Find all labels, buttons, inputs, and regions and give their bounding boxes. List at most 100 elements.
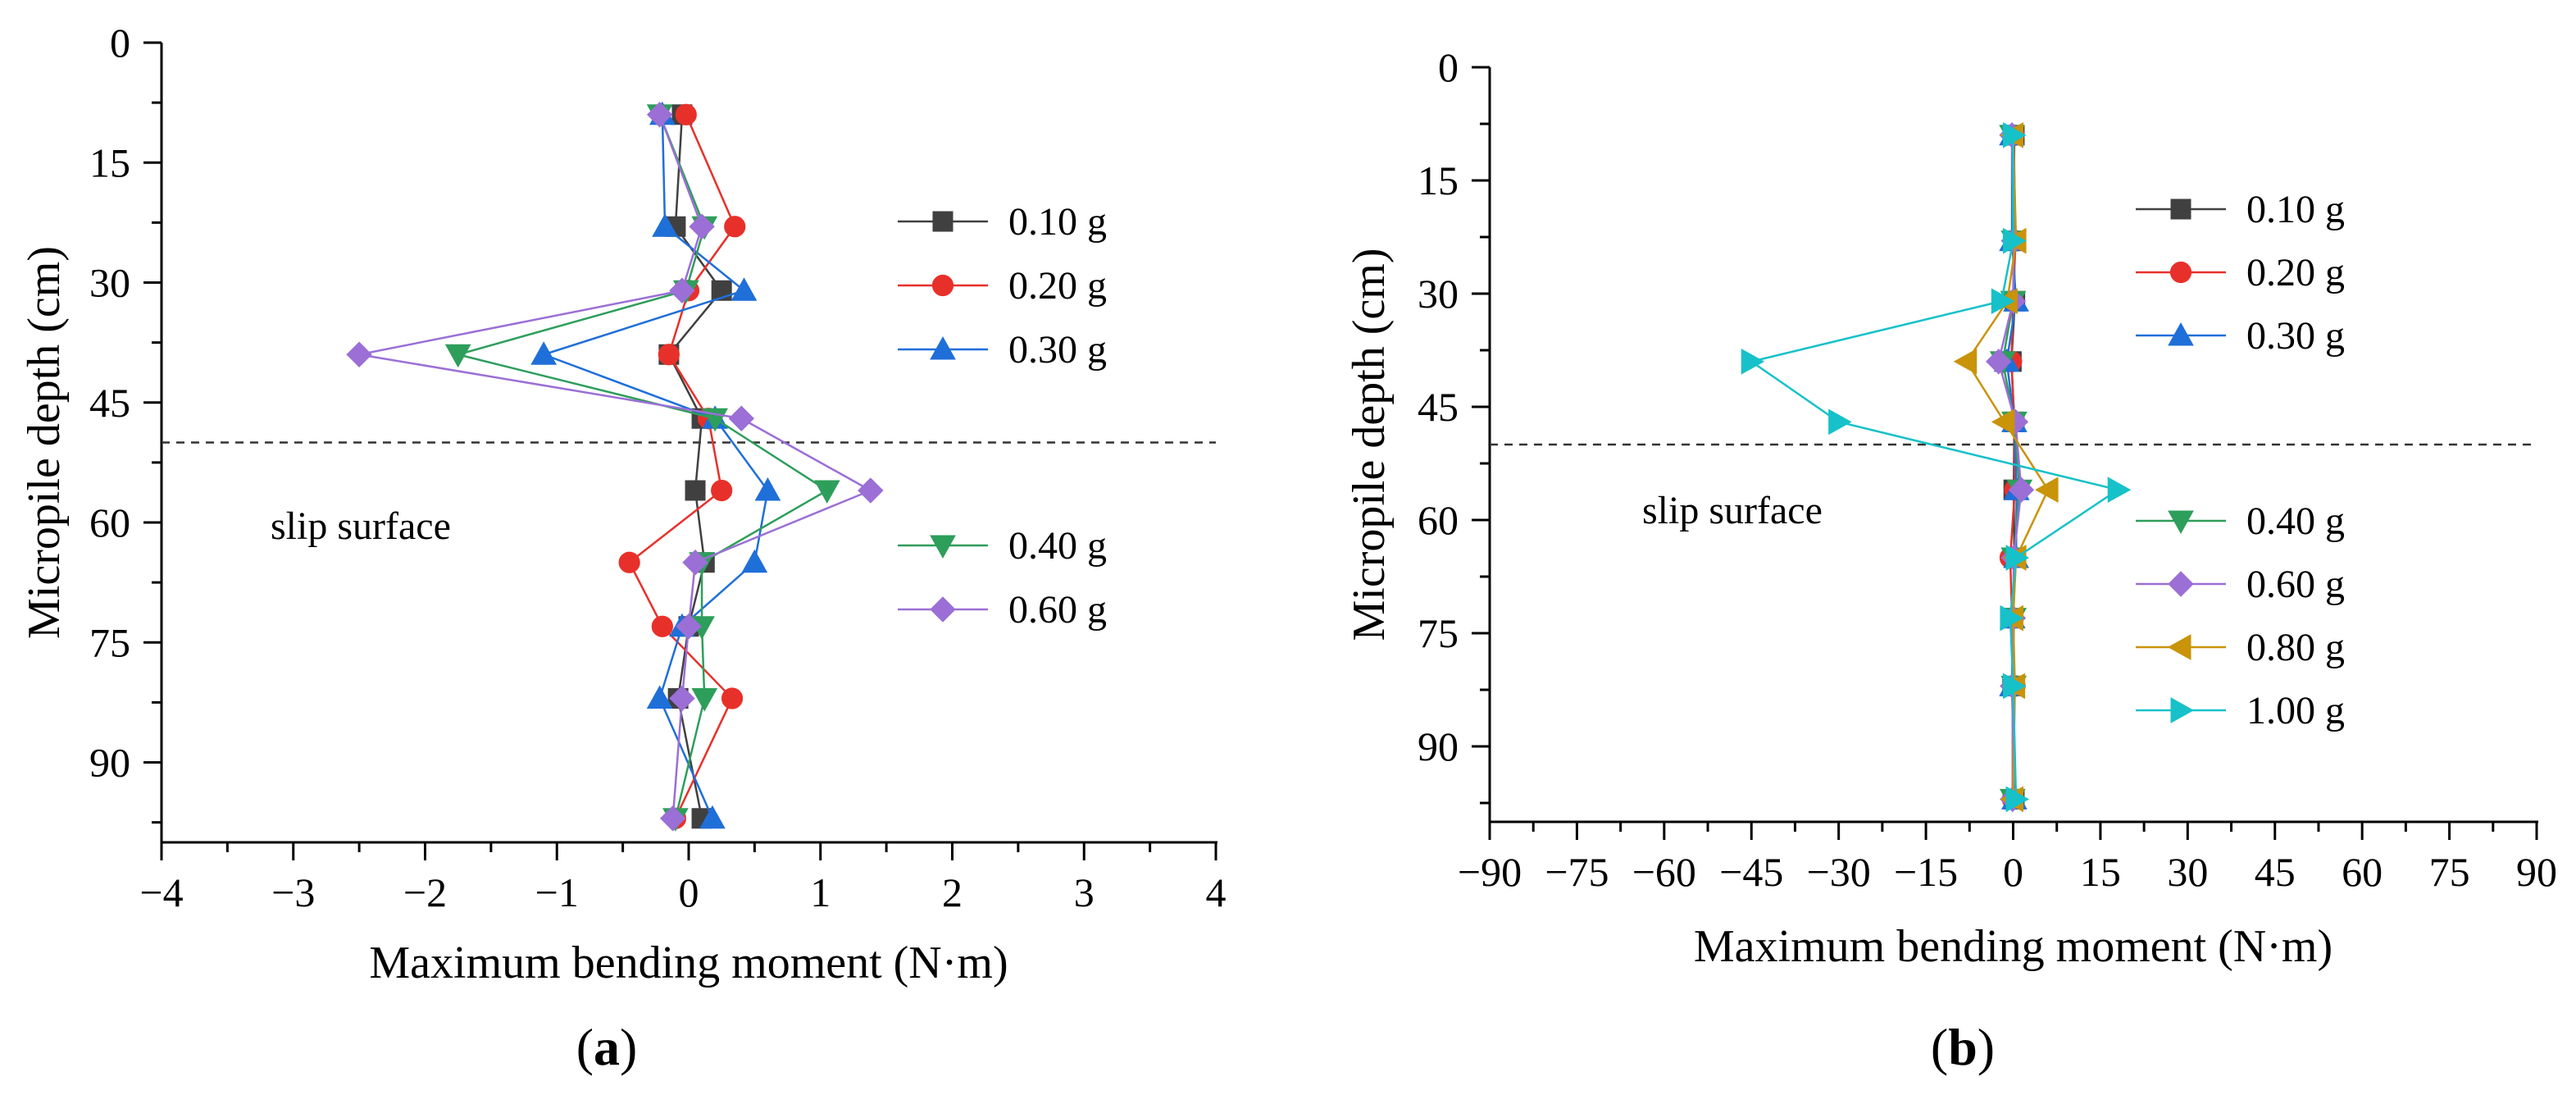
data-point bbox=[651, 615, 673, 637]
y-tick-label: 0 bbox=[110, 20, 130, 66]
legend-marker bbox=[2168, 510, 2194, 535]
x-tick-label: 60 bbox=[2342, 849, 2383, 895]
x-tick-label: −30 bbox=[1807, 849, 1871, 895]
y-tick-label: 45 bbox=[1418, 384, 1459, 430]
legend-label: 0.10 g bbox=[2246, 188, 2345, 231]
data-point bbox=[660, 805, 686, 832]
slip-surface-label: slip surface bbox=[1642, 489, 1823, 532]
panel-label-close: ) bbox=[620, 1018, 637, 1076]
data-point bbox=[669, 277, 695, 303]
legend-label: 0.30 g bbox=[1008, 328, 1107, 372]
legend-marker bbox=[930, 596, 956, 623]
legend-marker bbox=[2168, 571, 2194, 597]
legend-marker bbox=[930, 335, 956, 360]
data-point bbox=[676, 614, 702, 640]
panel-b: −90 −75 −60 −45 −30 −15 0 15 30 45 60 75 90 0 15 30 45 60… bbox=[1344, 44, 2557, 1076]
legend-label: 0.20 g bbox=[1008, 264, 1107, 308]
x-tick-label: −90 bbox=[1458, 849, 1522, 895]
data-point bbox=[658, 344, 680, 366]
series-line bbox=[453, 114, 830, 819]
y-tick-label: 0 bbox=[1438, 44, 1459, 90]
y-tick-label: 45 bbox=[89, 380, 130, 426]
panel-label-letter: b bbox=[1948, 1018, 1978, 1076]
data-point bbox=[2005, 786, 2030, 813]
data-point bbox=[685, 480, 706, 501]
x-tick-label: −3 bbox=[271, 869, 315, 915]
data-point bbox=[646, 102, 673, 128]
data-point bbox=[346, 341, 372, 367]
legend-label: 1.00 g bbox=[2246, 689, 2345, 732]
data-point bbox=[618, 551, 640, 573]
legend-label: 0.60 g bbox=[1008, 588, 1107, 632]
legend-label: 0.10 g bbox=[1008, 200, 1107, 244]
series-line bbox=[628, 114, 736, 819]
legend-marker bbox=[932, 211, 953, 232]
slip-surface-label: slip surface bbox=[271, 504, 451, 548]
data-point bbox=[2107, 477, 2132, 504]
data-point bbox=[2003, 121, 2027, 148]
y-tick-label: 60 bbox=[1418, 497, 1459, 543]
x-tick-label: 15 bbox=[2080, 849, 2121, 895]
y-tick-label: 90 bbox=[1418, 723, 1459, 769]
x-tick-label: 75 bbox=[2429, 849, 2470, 895]
data-point bbox=[1741, 348, 1765, 375]
x-tick-label: −1 bbox=[535, 869, 579, 915]
legend-label: 0.30 g bbox=[2246, 314, 2345, 358]
data-point bbox=[669, 685, 695, 712]
legend-marker bbox=[930, 535, 956, 559]
x-tick-label: −60 bbox=[1632, 849, 1696, 895]
legend-marker bbox=[2168, 322, 2194, 346]
data-point bbox=[1828, 408, 1852, 436]
data-point bbox=[675, 103, 697, 125]
data-point bbox=[530, 341, 558, 365]
y-tick-label: 15 bbox=[89, 139, 130, 185]
panel-a: −4 −3 −2 −1 0 1 2 3 4 0 15 30 45 60 75 90 Maximum bendin… bbox=[19, 20, 1227, 1076]
legend-label: 0.40 g bbox=[2246, 500, 2345, 543]
x-tick-label: 2 bbox=[942, 869, 963, 915]
x-tick-label: 90 bbox=[2516, 849, 2557, 895]
data-point bbox=[858, 477, 884, 504]
legend-label: 0.40 g bbox=[1008, 524, 1107, 568]
data-point bbox=[691, 688, 718, 712]
legend-label: 0.20 g bbox=[2246, 251, 2345, 294]
y-tick-label: 75 bbox=[1418, 610, 1459, 656]
panel-label-close: ) bbox=[1978, 1018, 1995, 1076]
x-tick-label: 30 bbox=[2167, 849, 2208, 895]
data-point bbox=[2008, 477, 2035, 503]
data-point bbox=[1953, 348, 1978, 375]
series-line bbox=[540, 114, 769, 819]
series-line bbox=[1749, 135, 2121, 800]
series-line bbox=[1965, 135, 2050, 800]
legend-marker bbox=[2167, 634, 2191, 660]
data-point bbox=[2003, 227, 2027, 254]
legend-marker bbox=[931, 274, 954, 297]
data-point bbox=[2035, 477, 2059, 504]
panel-label-letter: a bbox=[594, 1018, 620, 1076]
panel-label: (b) bbox=[1931, 1018, 1995, 1076]
data-point bbox=[730, 277, 758, 301]
data-point bbox=[1986, 349, 2012, 375]
legend-label: 0.60 g bbox=[2246, 563, 2345, 606]
data-point bbox=[2000, 604, 2023, 632]
y-tick-label: 75 bbox=[89, 619, 130, 665]
panel-label: (a) bbox=[576, 1018, 638, 1076]
y-tick-label: 90 bbox=[89, 740, 130, 786]
legend-marker bbox=[2169, 261, 2192, 284]
series-line bbox=[667, 114, 723, 819]
data-point bbox=[728, 405, 755, 431]
data-point bbox=[721, 687, 744, 709]
x-tick-label: 0 bbox=[2003, 849, 2023, 895]
y-axis-title: Micropile depth (cm) bbox=[1344, 249, 1395, 641]
data-point bbox=[1991, 288, 2015, 315]
x-tick-label: −45 bbox=[1719, 849, 1783, 895]
panel-label-open: ( bbox=[576, 1018, 594, 1076]
data-point bbox=[444, 344, 471, 368]
x-tick-label: −75 bbox=[1545, 849, 1609, 895]
x-tick-label: −4 bbox=[139, 869, 183, 915]
data-point bbox=[2005, 545, 2030, 571]
data-point bbox=[646, 685, 673, 709]
data-point bbox=[813, 480, 840, 504]
x-tick-label: −15 bbox=[1894, 849, 1958, 895]
data-point bbox=[711, 479, 733, 502]
